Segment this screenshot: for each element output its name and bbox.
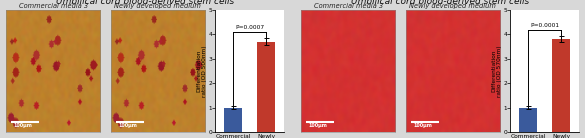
Text: Umbilical cord blood-derived stem cells: Umbilical cord blood-derived stem cells bbox=[351, 0, 529, 6]
Bar bbox=[552, 39, 570, 132]
Bar bbox=[257, 42, 275, 132]
Y-axis label: Differentiation
ratio (OD 500nm): Differentiation ratio (OD 500nm) bbox=[196, 45, 207, 97]
Title: Newly developed medium: Newly developed medium bbox=[410, 3, 496, 9]
Text: 100μm: 100μm bbox=[309, 123, 328, 128]
Text: P=0.0007: P=0.0007 bbox=[235, 25, 264, 30]
Text: 100μm: 100μm bbox=[119, 123, 137, 128]
Text: P=0.0001: P=0.0001 bbox=[530, 23, 559, 28]
Y-axis label: Differentiation
ratio (OD 570nm): Differentiation ratio (OD 570nm) bbox=[491, 45, 502, 97]
Title: Newly developed medium: Newly developed medium bbox=[115, 3, 201, 9]
Title: Commercial media 3: Commercial media 3 bbox=[314, 3, 383, 9]
Text: 100μm: 100μm bbox=[14, 123, 33, 128]
Title: Commercial media 3: Commercial media 3 bbox=[19, 3, 88, 9]
Bar bbox=[519, 108, 538, 132]
Text: Umbilical cord blood-derived stem cells: Umbilical cord blood-derived stem cells bbox=[56, 0, 234, 6]
Bar bbox=[225, 108, 242, 132]
Text: 100μm: 100μm bbox=[414, 123, 432, 128]
